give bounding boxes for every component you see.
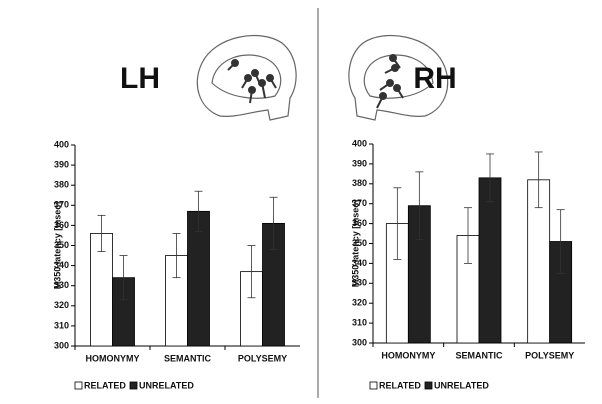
- y-tick-label: 320: [352, 298, 367, 308]
- y-tick-label: 330: [352, 278, 367, 288]
- legend-swatch: [425, 382, 432, 389]
- x-tick-label: SEMANTIC: [164, 353, 212, 363]
- legend-label: UNRELATED: [139, 380, 194, 390]
- x-tick-label: HOMONYMY: [86, 353, 140, 363]
- legend-swatch: [75, 382, 82, 389]
- figure: LHM350 latency [msec]3003103203303403503…: [0, 0, 602, 404]
- y-tick-label: 400: [54, 139, 69, 149]
- y-tick-label: 330: [54, 280, 69, 290]
- y-tick-label: 310: [352, 317, 367, 327]
- x-tick-label: POLYSEMY: [238, 353, 287, 363]
- y-tick-label: 370: [352, 198, 367, 208]
- x-tick-label: POLYSEMY: [525, 350, 574, 360]
- y-tick-label: 340: [352, 258, 367, 268]
- y-tick-label: 320: [54, 300, 69, 310]
- bar: [479, 178, 501, 343]
- chart-title: RH: [413, 62, 456, 95]
- y-tick-label: 380: [54, 180, 69, 190]
- legend-swatch: [130, 382, 137, 389]
- y-tick-label: 400: [352, 138, 367, 148]
- x-tick-label: HOMONYMY: [381, 350, 435, 360]
- legend-swatch: [370, 382, 377, 389]
- legend-label: RELATED: [379, 380, 421, 390]
- y-tick-label: 360: [352, 218, 367, 228]
- y-tick-label: 390: [352, 158, 367, 168]
- y-tick-label: 340: [54, 260, 69, 270]
- y-tick-label: 380: [352, 178, 367, 188]
- y-tick-label: 370: [54, 200, 69, 210]
- legend-label: UNRELATED: [434, 380, 489, 390]
- y-tick-label: 300: [352, 337, 367, 347]
- y-tick-label: 360: [54, 220, 69, 230]
- y-tick-label: 390: [54, 159, 69, 169]
- y-tick-label: 300: [54, 340, 69, 350]
- y-tick-label: 350: [54, 240, 69, 250]
- x-tick-label: SEMANTIC: [456, 350, 504, 360]
- brain-illustration-left: [197, 36, 296, 120]
- chart-title: LH: [120, 62, 160, 95]
- y-tick-label: 310: [54, 320, 69, 330]
- legend-label: RELATED: [84, 380, 126, 390]
- y-tick-label: 350: [352, 238, 367, 248]
